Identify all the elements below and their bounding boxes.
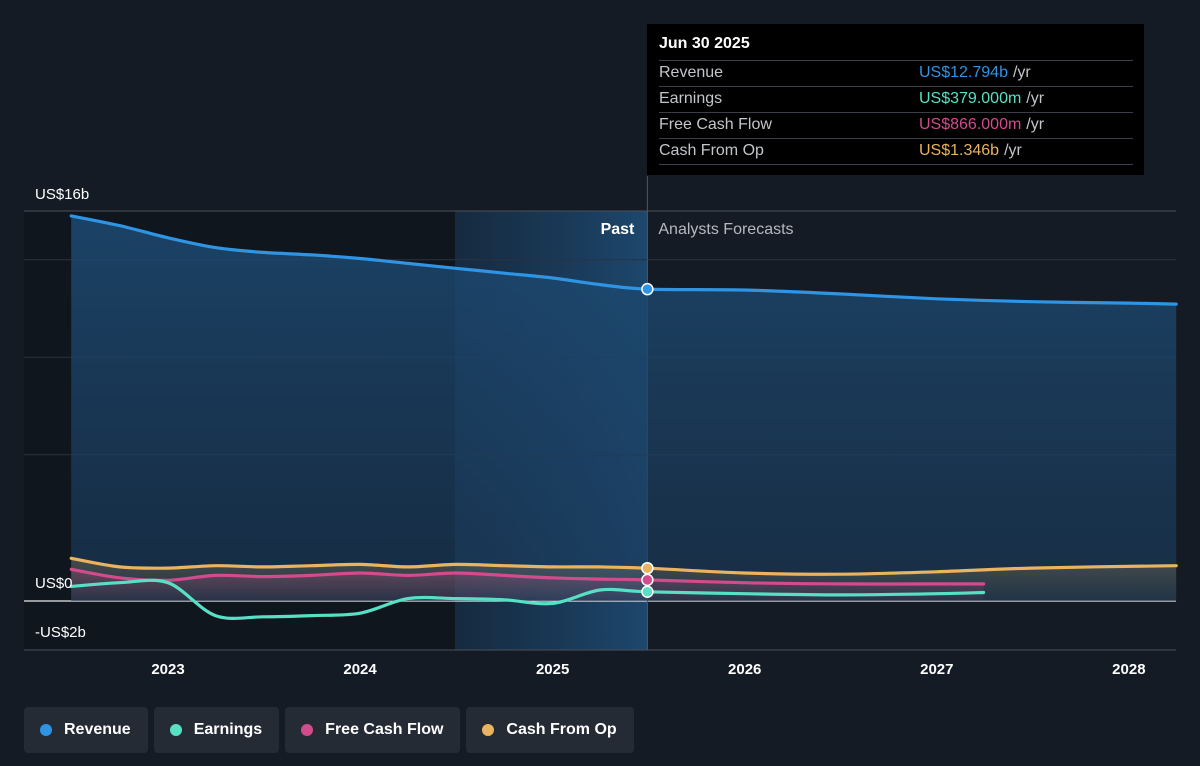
y-tick-label: -US$2b [35,624,86,641]
tooltip-label: Earnings [659,90,723,107]
tooltip-unit: /yr [1012,64,1031,81]
free-cash-flow-line [69,567,986,586]
cash-from-op-line [69,556,1178,576]
revenue-line [69,214,1178,306]
earnings-line [69,578,986,620]
tooltip-date: Jun 30 2025 [659,35,750,52]
legend-dot-icon [169,724,182,736]
past-label: Past [601,221,635,238]
tooltip-unit: /yr [1026,90,1045,107]
legend-item-cash-from-op[interactable]: Cash From Op [466,707,634,753]
free-cash-flow-marker [641,573,654,587]
y-tick-label: US$0 [35,575,73,592]
chart: US$16b US$0 -US$2b 2023 2024 2025 2026 2027 2028… [24,176,1178,678]
revenue-marker [641,282,654,296]
x-tick-label: 2024 [343,661,377,678]
x-tick-label: 2025 [536,661,569,678]
tooltip-row-free-cash-flow: Free Cash Flow US$866.000m /yr [659,112,1133,138]
forecast-label: Analysts Forecasts [658,221,793,238]
tooltip-value: US$379.000m [919,90,1022,107]
legend-label: Earnings [193,721,263,738]
x-tick-label: 2026 [728,661,761,678]
tooltip-unit: /yr [1026,116,1045,133]
legend-dot-icon [482,724,495,736]
legend: Revenue Earnings Free Cash Flow Cash Fro… [24,707,634,753]
x-tick-label: 2023 [151,661,184,678]
legend-item-earnings[interactable]: Earnings [153,707,280,753]
tooltip-value: US$12.794b [919,64,1008,81]
tooltip-row-cash-from-op: Cash From Op US$1.346b /yr [659,138,1133,165]
revenue-area [71,215,1177,601]
legend-item-revenue[interactable]: Revenue [24,707,148,753]
legend-label: Free Cash Flow [325,721,444,738]
tooltip-row-earnings: Earnings US$379.000m /yr [659,86,1133,112]
x-tick-label: 2027 [920,661,953,678]
y-tick-label: US$16b [35,186,89,203]
tooltip: Jun 30 2025 Revenue US$12.794b /yr Earni… [647,24,1144,175]
tooltip-label: Revenue [659,64,724,81]
legend-item-free-cash-flow[interactable]: Free Cash Flow [285,707,461,753]
legend-label: Revenue [64,721,131,738]
legend-dot-icon [40,724,52,736]
tooltip-value: US$1.346b [919,142,1000,159]
tooltip-unit: /yr [1004,142,1022,159]
tooltip-label: Free Cash Flow [659,116,772,133]
cash-from-op-marker [641,561,654,575]
tooltip-value: US$866.000m [919,116,1022,133]
legend-dot-icon [301,724,314,736]
tooltip-row-revenue: Revenue US$12.794b /yr [659,60,1133,86]
earnings-marker [641,585,654,599]
x-tick-label: 2028 [1112,661,1145,678]
tooltip-label: Cash From Op [659,142,764,159]
legend-label: Cash From Op [506,721,617,738]
